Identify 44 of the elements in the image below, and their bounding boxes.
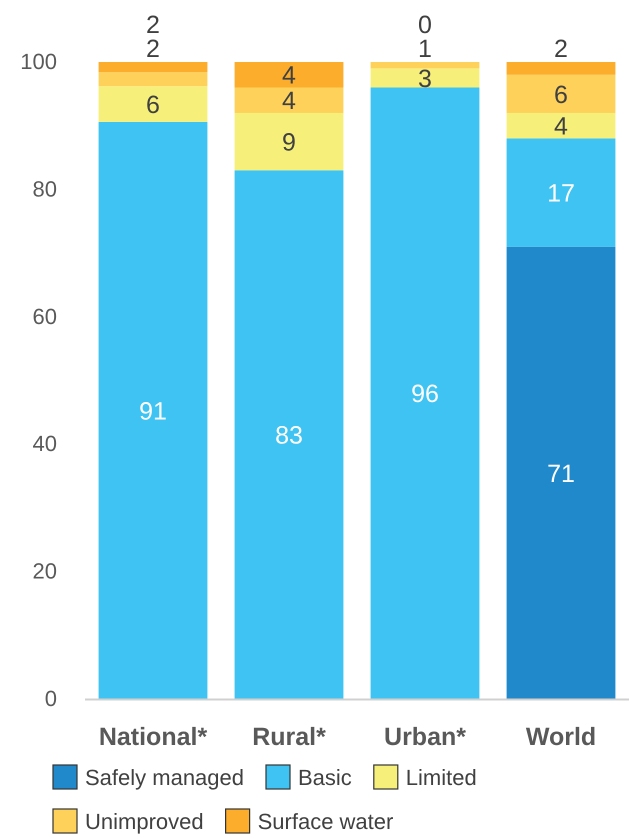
- data-label: 91: [139, 397, 167, 426]
- data-label: 6: [554, 80, 568, 109]
- bar: [234, 87, 344, 113]
- bar: [506, 246, 616, 699]
- data-label: 17: [547, 180, 575, 208]
- text: Basic: [298, 764, 352, 790]
- bar: [506, 138, 616, 247]
- data-label: 3: [418, 64, 432, 93]
- bar: [98, 86, 208, 122]
- bar: [234, 112, 344, 170]
- y-tick-label: 100: [20, 49, 57, 74]
- y-tick-label: 40: [32, 431, 57, 456]
- x-tick-label: Rural*: [252, 722, 326, 751]
- x-tick-label: National*: [98, 722, 208, 751]
- data-label: 71: [547, 460, 575, 488]
- data-label: 4: [282, 62, 296, 90]
- bar: [370, 68, 480, 88]
- data-label: 4: [554, 112, 568, 141]
- y-tick-label: 60: [32, 304, 57, 329]
- bar: [234, 62, 344, 88]
- data-label: 6: [146, 91, 160, 120]
- legend-label: Safely managed: [85, 764, 244, 790]
- y-tick-label: 0: [44, 686, 57, 712]
- bar: [98, 62, 208, 72]
- bar: [506, 62, 616, 75]
- legend-label: Unimproved: [85, 808, 204, 834]
- data-label: 9: [282, 128, 296, 157]
- data-label: 4: [282, 87, 296, 116]
- x-tick-label: Urban*: [384, 722, 466, 751]
- bar: [506, 74, 616, 113]
- bar: [98, 72, 208, 86]
- data-label: 2: [554, 35, 568, 63]
- legend-label: Limited: [406, 764, 477, 790]
- bar: [98, 122, 208, 699]
- y-tick-label: 20: [32, 558, 57, 584]
- data-label: 96: [411, 380, 439, 408]
- y-tick-label: 80: [32, 176, 57, 202]
- x-tick-label: World: [526, 722, 596, 751]
- bar: [506, 112, 616, 138]
- bar: [234, 170, 344, 699]
- legend-label: Surface water: [258, 808, 394, 834]
- bar: [370, 87, 480, 699]
- data-label: 83: [275, 422, 303, 450]
- bar: [370, 62, 480, 68]
